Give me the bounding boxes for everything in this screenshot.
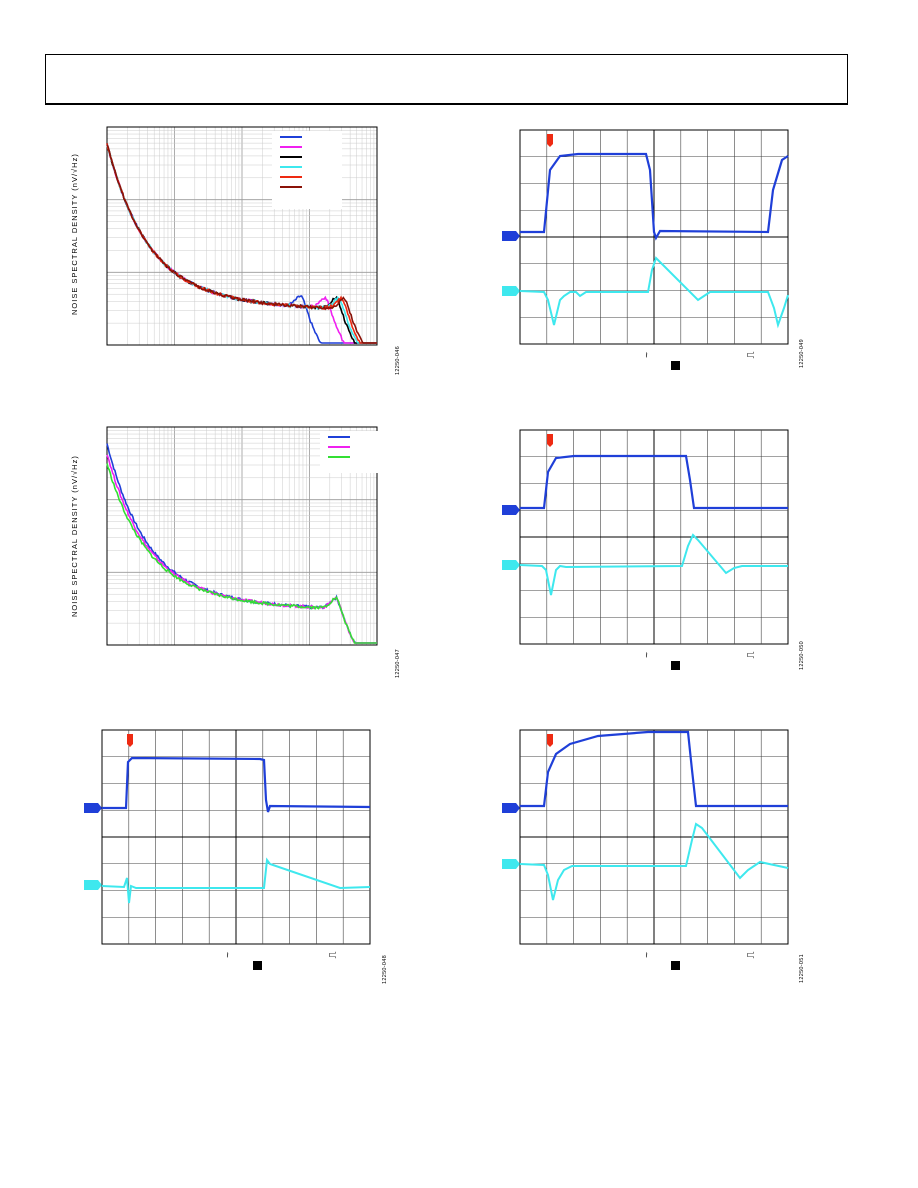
noise-plot-47: NOISE SPECTRAL DENSITY (nV/√Hz) 12250-04…: [60, 420, 401, 680]
tilde-symbol: ~: [641, 952, 653, 958]
ch1-trace: [520, 152, 789, 241]
scope-plot-51: ~ ⎍ 12250-051: [498, 720, 818, 983]
noise-chart-47: [106, 426, 390, 646]
ch2-trace: [101, 857, 371, 904]
ch2-marker: [502, 560, 520, 570]
tilde-symbol: ~: [641, 652, 653, 658]
series-line: [106, 144, 377, 344]
ch2-trace: [519, 256, 789, 329]
ch1-trace: [520, 730, 788, 808]
ch1-marker: [502, 505, 520, 515]
ch1-marker: [502, 803, 520, 813]
marker-square: [671, 661, 680, 670]
scope-chart-48: [84, 729, 371, 945]
ch2-trace: [519, 533, 788, 596]
ch1-marker: [84, 803, 102, 813]
scope-plot-50: ~ ⎍ 12250-050: [498, 420, 818, 680]
grid: [106, 427, 377, 646]
y-axis-label: NOISE SPECTRAL DENSITY (nV/√Hz): [70, 153, 79, 315]
step-symbol: ⎍: [745, 351, 757, 359]
scope-chart-51: [502, 729, 789, 945]
marker-square: [671, 361, 680, 370]
ch1-marker: [502, 231, 520, 241]
marker-square: [253, 961, 262, 970]
step-symbol: ⎍: [745, 651, 757, 659]
figure-id: 12250-048: [382, 954, 388, 984]
page-header: [45, 54, 848, 105]
figure-id: 12250-050: [799, 640, 805, 670]
trigger-marker: [127, 734, 133, 747]
trigger-marker: [547, 134, 553, 147]
figure-id: 12250-046: [395, 345, 401, 375]
ch1-trace: [102, 756, 371, 813]
tilde-symbol: ~: [222, 952, 234, 958]
ch2-marker: [502, 286, 520, 296]
plot-frame: [106, 126, 378, 346]
figure-id: 12250-047: [395, 648, 401, 678]
figure-id: 12250-051: [799, 953, 805, 983]
plot-frame: [106, 426, 378, 646]
tilde-symbol: ~: [641, 352, 653, 358]
noise-plot-46: NOISE SPECTRAL DENSITY (nV/√Hz) 12250-04…: [60, 120, 401, 380]
grid: [106, 127, 377, 346]
figure-id: 12250-049: [799, 338, 805, 368]
y-axis-label: NOISE SPECTRAL DENSITY (nV/√Hz): [70, 455, 79, 617]
ch2-marker: [84, 880, 102, 890]
scope-plot-48: ~ ⎍ 12250-048: [80, 720, 400, 984]
trigger-marker: [547, 434, 553, 447]
scope-chart-49: [502, 129, 789, 345]
trigger-marker: [547, 734, 553, 747]
marker-square: [671, 961, 680, 970]
ch1-trace: [520, 454, 788, 510]
step-symbol: ⎍: [327, 951, 339, 959]
scope-chart-50: [502, 429, 789, 645]
legend-box: [272, 131, 342, 209]
ch2-trace: [519, 822, 789, 901]
noise-chart-46: [106, 126, 378, 346]
scope-plot-49: ~ ⎍ 12250-049: [498, 120, 818, 380]
ch2-marker: [502, 859, 520, 869]
series-line: [106, 463, 377, 644]
step-symbol: ⎍: [745, 951, 757, 959]
